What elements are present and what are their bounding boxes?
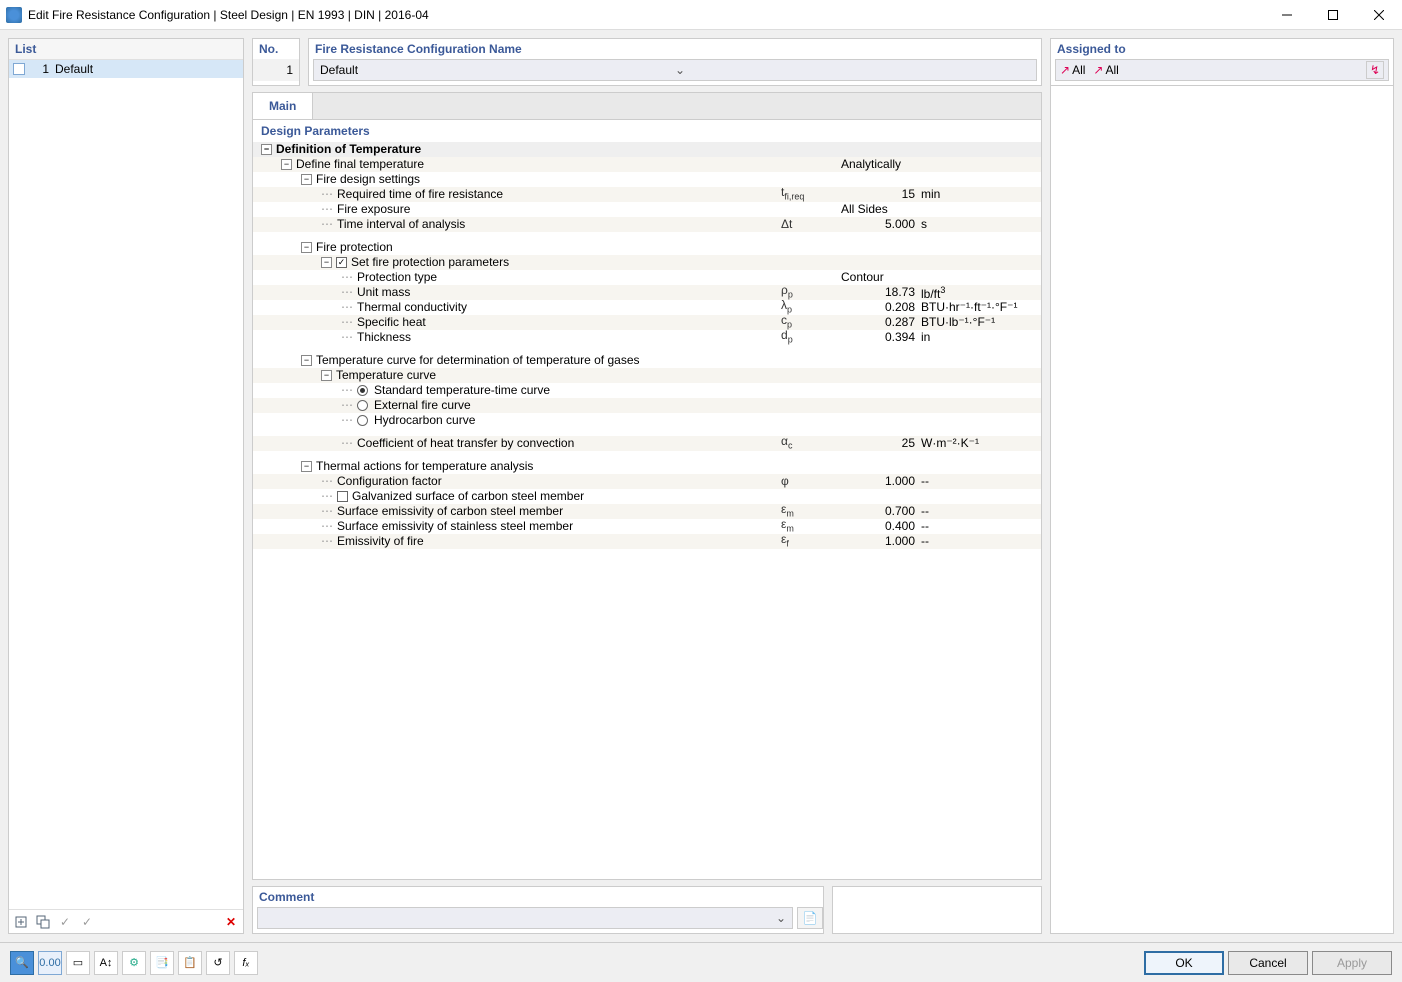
row-define-final: Define final temperature [296, 157, 781, 172]
apply-button: Apply [1312, 951, 1392, 975]
name-value: Default [320, 63, 675, 77]
expand-icon[interactable]: − [301, 461, 312, 472]
comment-input[interactable]: ⌄ [257, 907, 793, 929]
copy-button[interactable] [33, 912, 53, 932]
checkbox-galvanized[interactable] [337, 491, 348, 502]
right-blank-area [1050, 86, 1394, 934]
window-title: Edit Fire Resistance Configuration | Ste… [28, 8, 1264, 22]
row-temp-curve-section: Temperature curve for determination of t… [316, 353, 1041, 368]
row-emiss-fire: Emissivity of fire [337, 534, 781, 549]
list-panel: List 1 Default ✓ ✓ ✕ [8, 38, 244, 934]
tool-button-4[interactable]: A↕ [94, 951, 118, 975]
name-header: Fire Resistance Configuration Name [309, 39, 1041, 59]
bottom-toolbar: 🔍 0.00 ▭ A↕ ⚙ 📑 📋 ↺ fₓ OK Cancel Apply [0, 942, 1402, 982]
toolbar-btn-4: ✓ [77, 912, 97, 932]
tab-bar: Main [252, 92, 1042, 119]
row-time-interval: Time interval of analysis [337, 217, 781, 232]
function-button[interactable]: fₓ [234, 951, 258, 975]
units-button[interactable]: 0.00 [38, 951, 62, 975]
assigned-toggle-icon[interactable]: ↯ [1366, 61, 1384, 79]
row-emiss-stainless: Surface emissivity of stainless steel me… [337, 519, 781, 534]
tool-button-3[interactable]: ▭ [66, 951, 90, 975]
expand-icon[interactable]: − [301, 174, 312, 185]
row-emiss-carbon: Surface emissivity of carbon steel membe… [337, 504, 781, 519]
reset-button[interactable]: ↺ [206, 951, 230, 975]
list-toolbar: ✓ ✓ ✕ [9, 909, 243, 933]
row-def-temp: Definition of Temperature [276, 142, 1041, 157]
radio-ext-curve[interactable] [357, 400, 368, 411]
assigned-header: Assigned to [1051, 39, 1393, 59]
expand-icon[interactable]: − [321, 370, 332, 381]
expand-icon[interactable]: − [301, 355, 312, 366]
chevron-down-icon: ⌄ [776, 911, 786, 925]
tool-button-5[interactable]: ⚙ [122, 951, 146, 975]
assigned-panel: Assigned to ↗All ↗All ↯ [1050, 38, 1394, 86]
row-fire-protection: Fire protection [316, 240, 1041, 255]
parameters-panel: Design Parameters −Definition of Tempera… [252, 119, 1042, 880]
radio-std-curve[interactable] [357, 385, 368, 396]
list-item-number: 1 [31, 62, 49, 76]
row-thermal-actions: Thermal actions for temperature analysis [316, 459, 1041, 474]
name-box: Fire Resistance Configuration Name Defau… [308, 38, 1042, 86]
number-header: No. [253, 39, 299, 59]
toolbar-btn-3: ✓ [55, 912, 75, 932]
name-dropdown[interactable]: Default ⌄ [313, 59, 1037, 81]
delete-button[interactable]: ✕ [221, 912, 241, 932]
list-item-label: Default [55, 62, 93, 76]
row-coef-heat: Coefficient of heat transfer by convecti… [357, 436, 781, 451]
list-item[interactable]: 1 Default [9, 60, 243, 78]
expand-icon[interactable]: − [321, 257, 332, 268]
help-button[interactable]: 🔍 [10, 951, 34, 975]
titlebar: Edit Fire Resistance Configuration | Ste… [0, 0, 1402, 30]
close-button[interactable] [1356, 0, 1402, 30]
ok-button[interactable]: OK [1144, 951, 1224, 975]
tool-button-7[interactable]: 📋 [178, 951, 202, 975]
number-value: 1 [253, 59, 299, 81]
maximize-button[interactable] [1310, 0, 1356, 30]
row-req-time: Required time of fire resistance [337, 187, 781, 202]
row-protection-type: Protection type [357, 270, 781, 285]
row-thermal-cond: Thermal conductivity [357, 300, 781, 315]
row-unit-mass: Unit mass [357, 285, 781, 300]
row-fire-exposure: Fire exposure [337, 202, 781, 217]
assigned-field[interactable]: ↗All ↗All ↯ [1055, 59, 1389, 81]
cancel-button[interactable]: Cancel [1228, 951, 1308, 975]
comment-box: Comment ⌄ 📄 [252, 886, 824, 934]
comment-edit-button[interactable]: 📄 [797, 907, 823, 929]
row-set-fire-params: Set fire protection parameters [351, 255, 1041, 270]
tool-button-6[interactable]: 📑 [150, 951, 174, 975]
list-header: List [9, 39, 243, 60]
minimize-button[interactable] [1264, 0, 1310, 30]
comment-header: Comment [253, 887, 823, 907]
number-box: No. 1 [252, 38, 300, 86]
expand-icon[interactable]: − [261, 144, 272, 155]
radio-hydro-curve[interactable] [357, 415, 368, 426]
expand-icon[interactable]: − [301, 242, 312, 253]
preview-box [832, 886, 1042, 934]
row-config-factor: Configuration factor [337, 474, 781, 489]
app-icon [6, 7, 22, 23]
tab-main[interactable]: Main [253, 93, 313, 119]
chevron-down-icon: ⌄ [675, 63, 1030, 77]
row-temp-curve: Temperature curve [336, 368, 1041, 383]
new-button[interactable] [11, 912, 31, 932]
row-fire-settings: Fire design settings [316, 172, 1041, 187]
expand-icon[interactable]: − [281, 159, 292, 170]
checkbox-fire-params[interactable]: ✓ [336, 257, 347, 268]
parameters-header: Design Parameters [253, 120, 1041, 142]
list-item-icon [13, 63, 25, 75]
row-thickness: Thickness [357, 330, 781, 345]
row-specific-heat: Specific heat [357, 315, 781, 330]
